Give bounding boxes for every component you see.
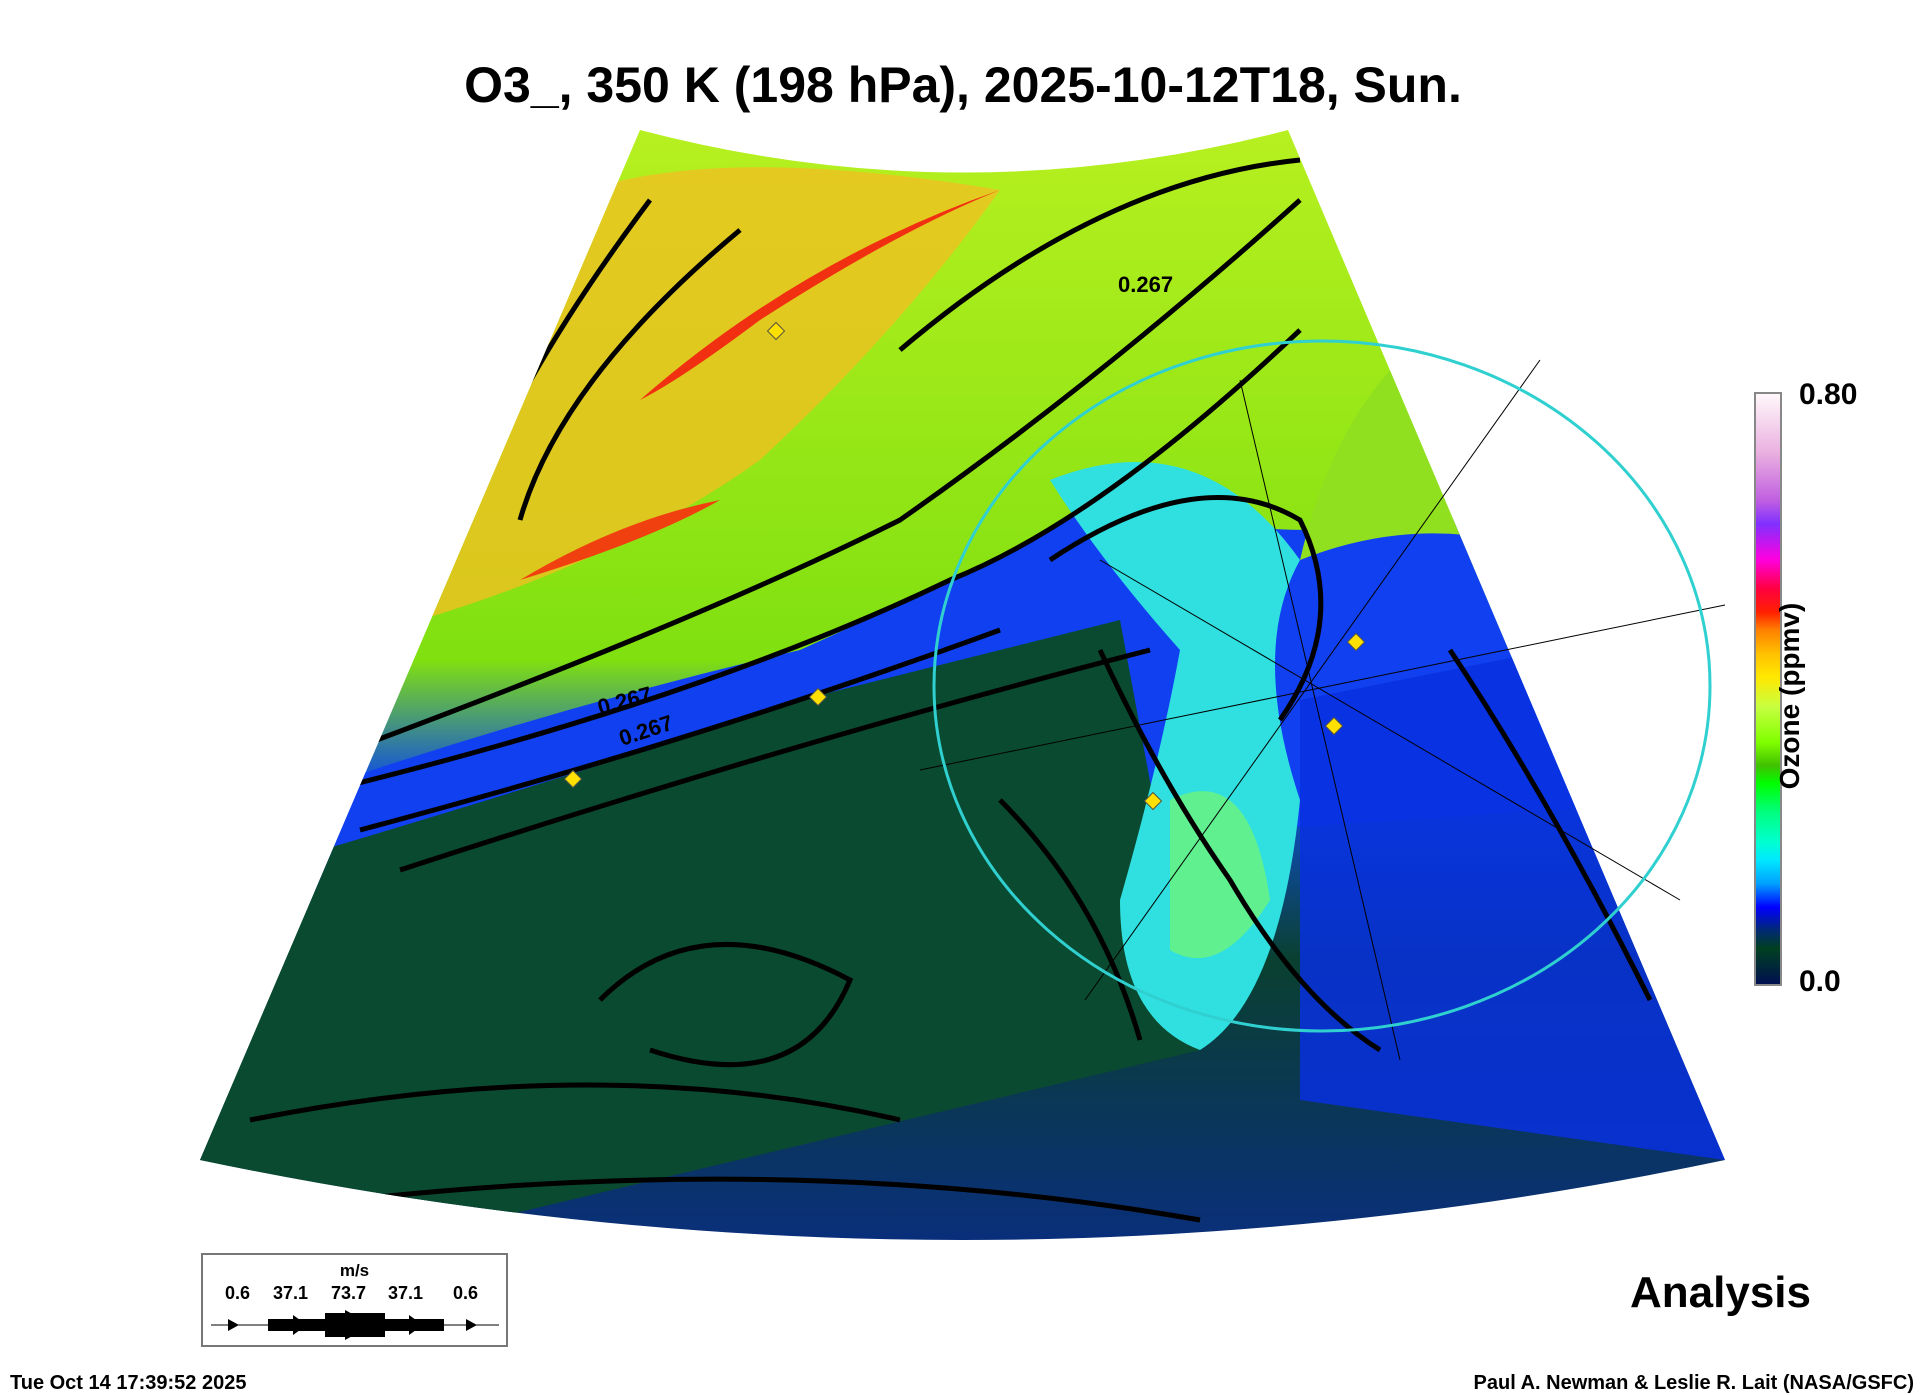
- colorbar-min: 0.0: [1799, 965, 1841, 998]
- station-markers: [563, 321, 1366, 811]
- wind-value: 37.1: [388, 1283, 424, 1303]
- wind-value: 73.7: [331, 1283, 367, 1303]
- colorbar: [1754, 392, 1782, 986]
- wind-unit: m/s: [339, 1261, 370, 1280]
- range-circle: [932, 339, 1712, 1033]
- wind-arrow-scale: [211, 1310, 499, 1340]
- colorbar-max: 0.80: [1799, 378, 1858, 411]
- wind-value: 0.6: [453, 1283, 479, 1303]
- colorbar-label: Ozone (ppmv): [1774, 602, 1805, 790]
- wind-value: 37.1: [273, 1283, 309, 1303]
- plot-title: O3_, 350 K (198 hPa), 2025-10-12T18, Sun…: [464, 57, 1462, 113]
- wind-value: 0.6: [225, 1283, 251, 1303]
- ozone-field: [200, 130, 1725, 1240]
- credit: Paul A. Newman & Leslie R. Lait (NASA/GS…: [1473, 1372, 1914, 1394]
- analysis-label: Analysis: [1630, 1268, 1811, 1317]
- cross-section-lines: [919, 359, 1726, 1061]
- contour-label: 0.267: [1118, 272, 1173, 297]
- wind-legend: m/s 0.6 37.1 73.7 37.1 0.6: [201, 1253, 508, 1347]
- timestamp: Tue Oct 14 17:39:52 2025: [10, 1372, 247, 1394]
